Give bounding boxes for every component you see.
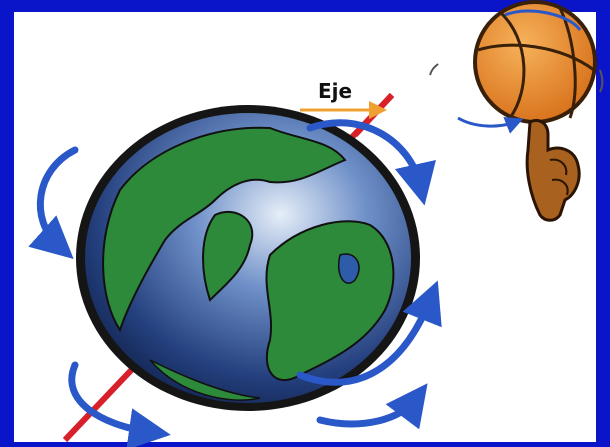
page: Eje (() => { const data = JSON.parse(doc… — [0, 0, 610, 447]
axis-label: Eje — [318, 79, 352, 103]
illustration: Eje — [0, 0, 610, 447]
globe — [76, 105, 420, 411]
